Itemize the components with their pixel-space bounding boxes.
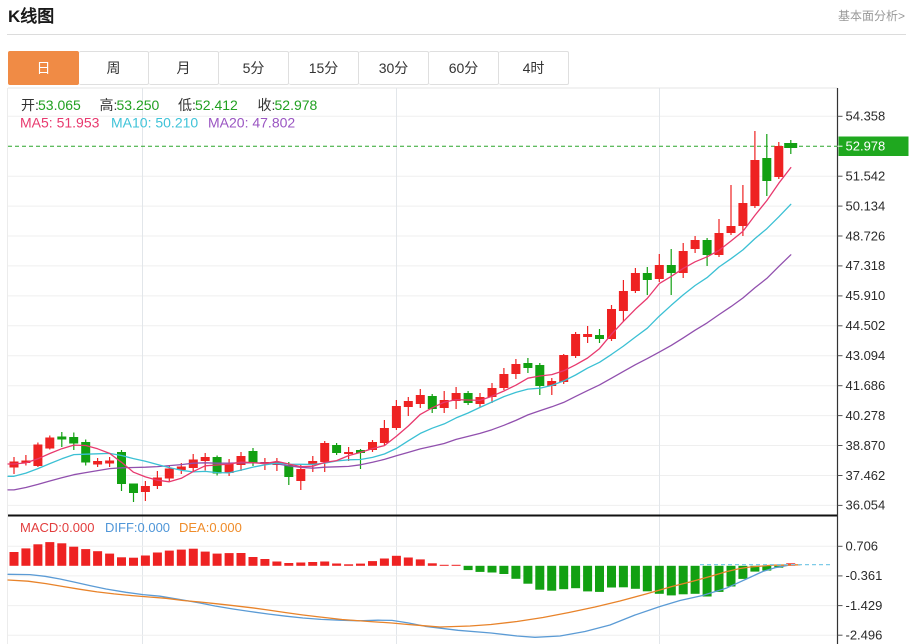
svg-text:47.318: 47.318 (846, 258, 886, 273)
svg-text:54.358: 54.358 (846, 109, 886, 124)
svg-text:48.726: 48.726 (846, 228, 886, 243)
svg-text:41.686: 41.686 (846, 378, 886, 393)
svg-text:38.870: 38.870 (846, 438, 886, 453)
svg-text:-1.429: -1.429 (846, 598, 883, 613)
svg-text:-0.361: -0.361 (846, 568, 883, 583)
svg-text:52.978: 52.978 (846, 139, 886, 154)
svg-text:50.134: 50.134 (846, 198, 886, 213)
svg-text:37.462: 37.462 (846, 468, 886, 483)
svg-text:0.706: 0.706 (846, 539, 879, 554)
svg-text:36.054: 36.054 (846, 498, 886, 513)
svg-text:43.094: 43.094 (846, 348, 886, 363)
svg-text:51.542: 51.542 (846, 169, 886, 184)
svg-text:45.910: 45.910 (846, 288, 886, 303)
svg-text:-2.496: -2.496 (846, 628, 883, 643)
svg-text:44.502: 44.502 (846, 318, 886, 333)
svg-text:40.278: 40.278 (846, 408, 886, 423)
